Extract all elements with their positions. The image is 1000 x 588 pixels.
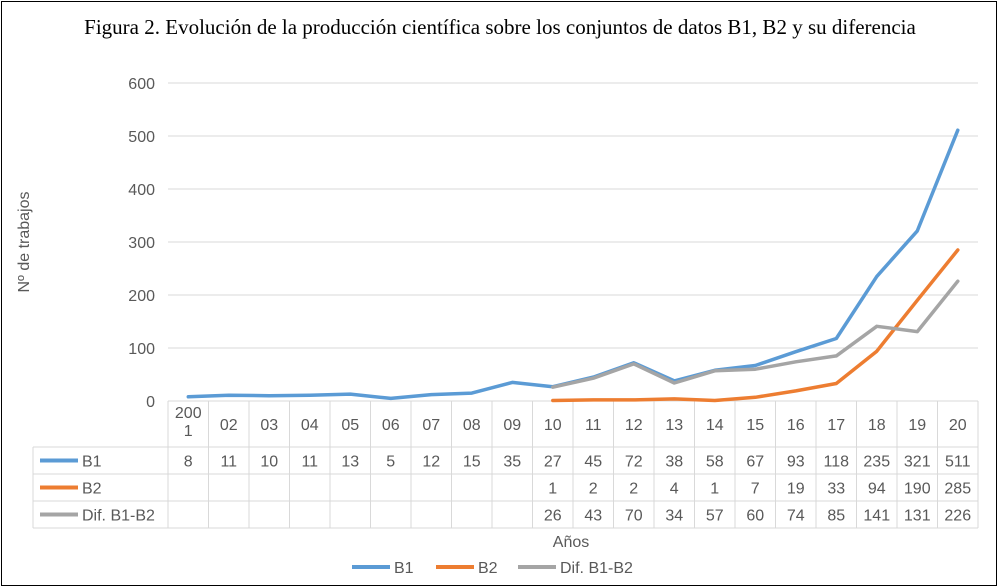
x-tick-label: 19 <box>908 417 926 434</box>
x-tick-label: 200 1 <box>175 405 202 440</box>
table-cell-value: 93 <box>787 454 805 471</box>
legend-label: B2 <box>478 560 498 577</box>
table-series-name: Dif. B1-B2 <box>82 508 155 525</box>
series-line <box>186 128 960 401</box>
x-tick-label: 08 <box>463 417 481 434</box>
table-cell-value: 58 <box>706 454 724 471</box>
table-cell-value: 85 <box>827 508 845 525</box>
table-cell-value: 10 <box>260 454 278 471</box>
x-tick-label: 09 <box>503 417 521 434</box>
table-cell-value: 19 <box>787 481 805 498</box>
table-cell-value: 8 <box>184 454 193 471</box>
table-cell-value: 2 <box>629 481 638 498</box>
table-cell-value: 34 <box>665 508 683 525</box>
table-cell-value: 4 <box>670 481 679 498</box>
table-cell-value: 190 <box>904 481 931 498</box>
table-cell-value: 45 <box>584 454 602 471</box>
table-cell-value: 321 <box>904 454 931 471</box>
x-tick-label: 03 <box>260 417 278 434</box>
table-cell-value: 12 <box>422 454 440 471</box>
table-cell-value: 11 <box>301 454 318 471</box>
legend-label: B1 <box>394 560 414 577</box>
table-cell-value: 72 <box>625 454 643 471</box>
table-cell-value: 511 <box>945 454 971 471</box>
table-cell-value: 27 <box>544 454 562 471</box>
y-tick-label: 0 <box>146 394 155 411</box>
x-tick-label: 20 <box>949 417 967 434</box>
x-tick-label: 14 <box>706 417 724 434</box>
table-series-name: B2 <box>82 481 102 498</box>
x-tick-label: 11 <box>585 417 602 434</box>
x-tick-label: 04 <box>301 417 319 434</box>
table-cell-value: 5 <box>386 454 395 471</box>
table-cell-value: 70 <box>625 508 643 525</box>
table-cell-value: 15 <box>463 454 481 471</box>
table-cell-value: 226 <box>944 508 971 525</box>
series-line <box>551 279 960 389</box>
table-cell-value: 2 <box>589 481 598 498</box>
table-series-name: B1 <box>82 454 102 471</box>
table-cell-value: 60 <box>746 508 764 525</box>
x-tick-label: 17 <box>827 417 845 434</box>
series-line <box>551 248 960 403</box>
table-cell-value: 33 <box>827 481 845 498</box>
y-tick-label: 500 <box>128 129 155 146</box>
table-cell-value: 57 <box>706 508 724 525</box>
table-cell-value: 74 <box>787 508 805 525</box>
y-tick-label: 600 <box>128 76 155 93</box>
table-cell-value: 38 <box>665 454 683 471</box>
table-cell-value: 141 <box>863 508 890 525</box>
table-cell-value: 26 <box>544 508 562 525</box>
y-tick-label: 400 <box>128 182 155 199</box>
x-axis-label: Años <box>553 534 589 551</box>
x-tick-label: 13 <box>665 417 683 434</box>
x-tick-label: 10 <box>544 417 562 434</box>
table-cell-value: 35 <box>503 454 521 471</box>
x-tick-label: 06 <box>382 417 400 434</box>
y-axis-label: Nº de trabajos <box>16 191 33 292</box>
table-cell-value: 11 <box>220 454 237 471</box>
table-cell-value: 43 <box>584 508 602 525</box>
x-tick-label: 12 <box>625 417 643 434</box>
table-cell-value: 131 <box>904 508 931 525</box>
x-tick-label: 15 <box>746 417 764 434</box>
y-tick-label: 100 <box>128 341 155 358</box>
table-cell-value: 94 <box>868 481 886 498</box>
x-tick-label: 02 <box>220 417 238 434</box>
legend-label: Dif. B1-B2 <box>560 560 633 577</box>
x-tick-label: 18 <box>868 417 886 434</box>
y-tick-label: 300 <box>128 235 155 252</box>
y-tick-label: 200 <box>128 288 155 305</box>
table-cell-value: 235 <box>863 454 890 471</box>
table-cell-value: 285 <box>944 481 971 498</box>
table-cell-value: 13 <box>341 454 359 471</box>
table-cell-value: 1 <box>548 481 557 498</box>
x-tick-label: 05 <box>341 417 359 434</box>
table-cell-value: 7 <box>751 481 760 498</box>
table-cell-value: 67 <box>746 454 764 471</box>
table-cell-value: 118 <box>823 454 849 471</box>
x-tick-label: 07 <box>422 417 440 434</box>
x-tick-label: 16 <box>787 417 805 434</box>
table-cell-value: 1 <box>710 481 719 498</box>
chart-title: Figura 2. Evolución de la producción cie… <box>84 15 916 39</box>
